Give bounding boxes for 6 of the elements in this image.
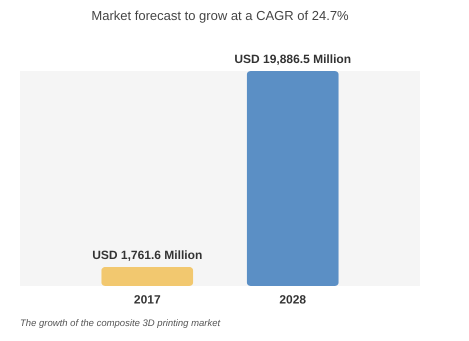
data-label: USD 1,761.6 Million bbox=[92, 248, 202, 262]
text: The growth of the composite 3D printing market bbox=[20, 318, 220, 329]
x-tick-label: 2017 bbox=[134, 292, 161, 306]
chart-title: Market forecast to grow at a CAGR of 24.7% bbox=[91, 8, 350, 23]
data-label: USD 19,886.5 Million bbox=[234, 52, 352, 66]
x-tick-label: 2028 bbox=[279, 292, 306, 306]
